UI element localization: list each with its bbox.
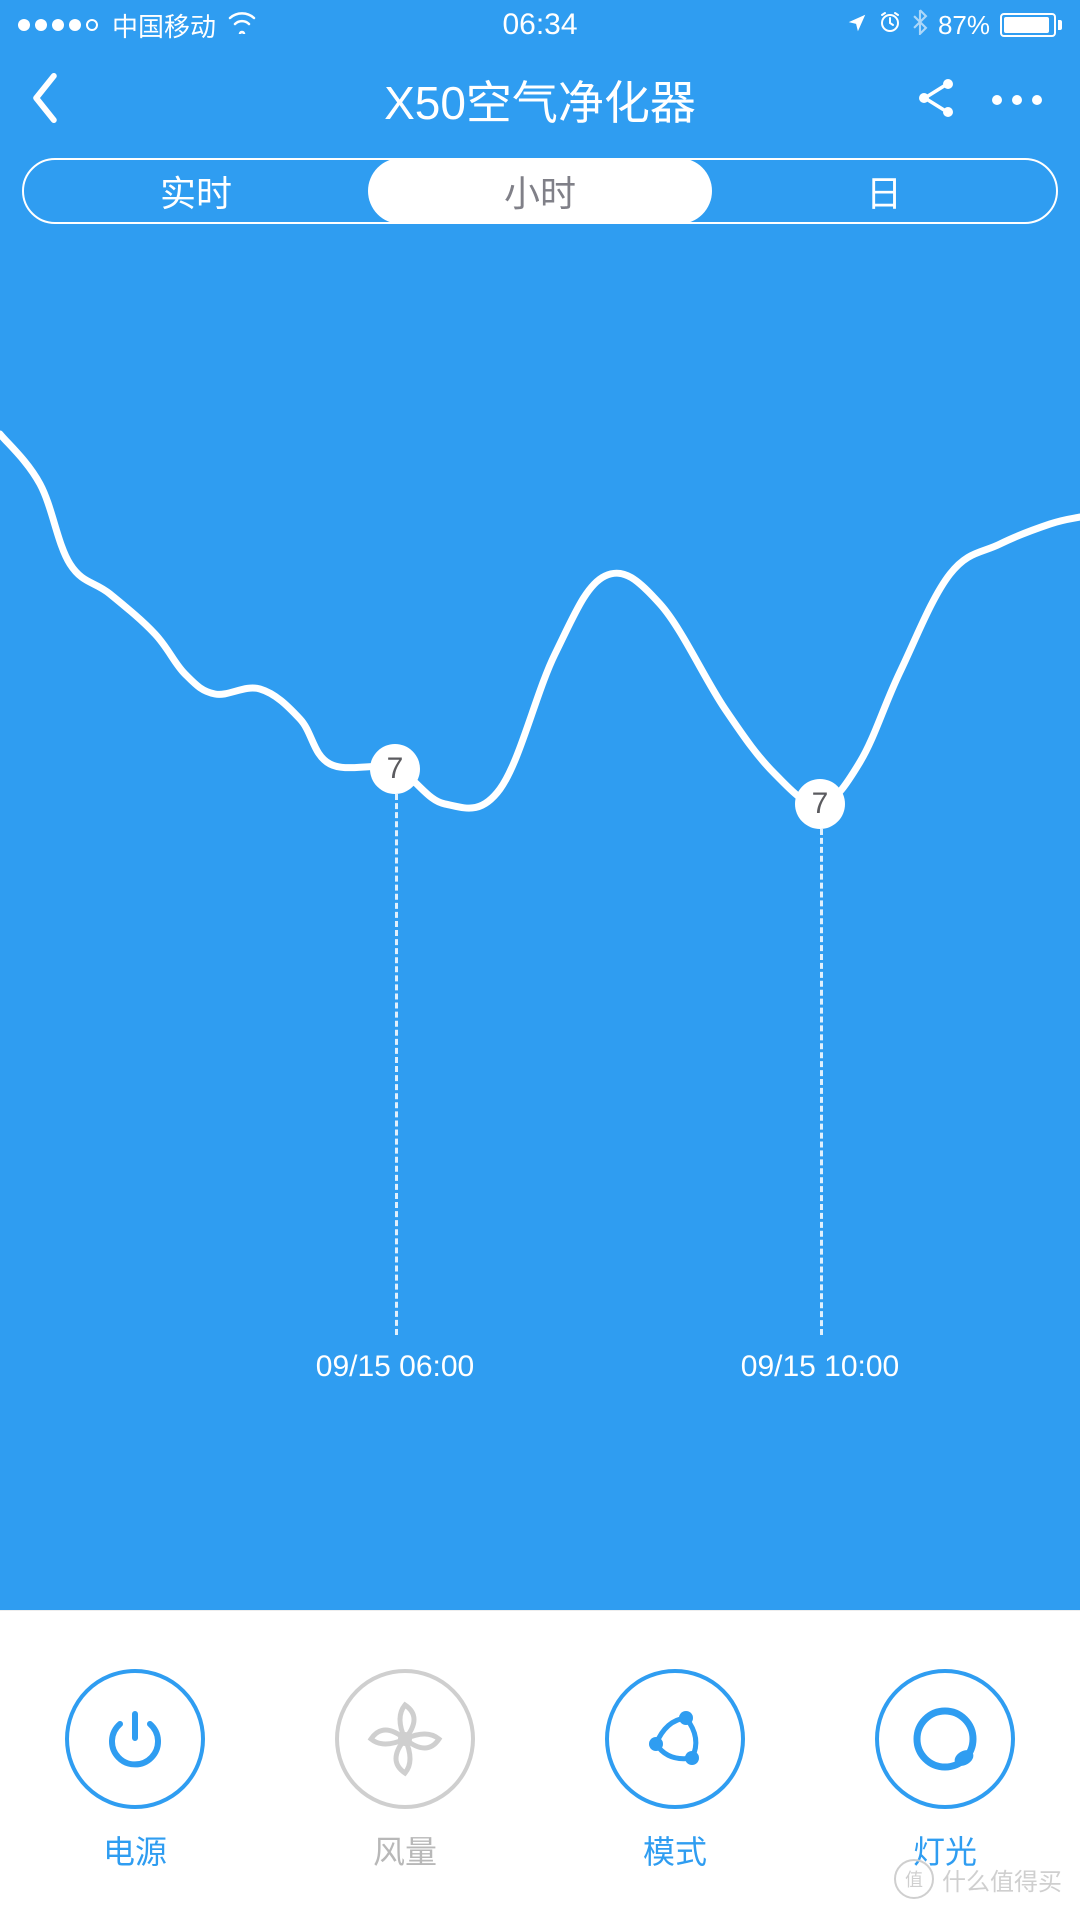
share-button[interactable] xyxy=(912,74,960,127)
battery-pct-label: 87% xyxy=(938,10,990,41)
fan-button[interactable]: 风量 xyxy=(335,1669,475,1873)
more-button[interactable] xyxy=(992,95,1042,105)
power-label: 电源 xyxy=(103,1827,167,1873)
signal-strength-icon xyxy=(18,19,98,31)
segment-label: 小时 xyxy=(504,165,576,217)
power-button[interactable]: 电源 xyxy=(65,1669,205,1873)
wifi-icon xyxy=(228,10,256,41)
chart-marker[interactable]: 7 xyxy=(795,779,845,829)
watermark-text: 什么值得买 xyxy=(942,1862,1062,1897)
fan-icon xyxy=(335,1669,475,1809)
chart-drop-line xyxy=(395,794,398,1335)
air-quality-chart[interactable]: 7 09/15 06:00 7 09/15 10:00 xyxy=(0,240,1080,1520)
mode-label: 模式 xyxy=(643,1827,707,1873)
chart-tick-label: 09/15 10:00 xyxy=(741,1350,899,1384)
segment-hourly[interactable]: 小时 xyxy=(368,160,712,222)
power-icon xyxy=(65,1669,205,1809)
location-icon xyxy=(846,10,868,41)
segment-daily[interactable]: 日 xyxy=(712,160,1056,222)
chart-marker[interactable]: 7 xyxy=(370,744,420,794)
time-range-segment: 实时 小时 日 xyxy=(22,158,1058,224)
chart-tick-label: 09/15 06:00 xyxy=(316,1350,474,1384)
nav-bar: X50空气净化器 xyxy=(0,55,1080,145)
chart-line xyxy=(0,240,1080,1520)
alarm-icon xyxy=(878,10,902,41)
fan-label: 风量 xyxy=(373,1827,437,1873)
page-title: X50空气净化器 xyxy=(384,67,696,133)
segment-label: 日 xyxy=(866,165,902,217)
back-button[interactable] xyxy=(30,73,60,128)
segment-label: 实时 xyxy=(160,165,232,217)
battery-icon xyxy=(1000,13,1062,37)
segment-realtime[interactable]: 实时 xyxy=(24,160,368,222)
mode-button[interactable]: 模式 xyxy=(605,1669,745,1873)
chart-drop-line xyxy=(820,829,823,1335)
status-bar: 中国移动 06:34 87% xyxy=(0,0,1080,50)
light-icon xyxy=(875,1669,1015,1809)
clock-label: 06:34 xyxy=(502,8,577,42)
light-button[interactable]: 灯光 xyxy=(875,1669,1015,1873)
carrier-label: 中国移动 xyxy=(112,7,216,44)
mode-icon xyxy=(605,1669,745,1809)
watermark: 值 什么值得买 xyxy=(894,1859,1062,1899)
bluetooth-icon xyxy=(912,9,928,42)
watermark-icon: 值 xyxy=(894,1859,934,1899)
